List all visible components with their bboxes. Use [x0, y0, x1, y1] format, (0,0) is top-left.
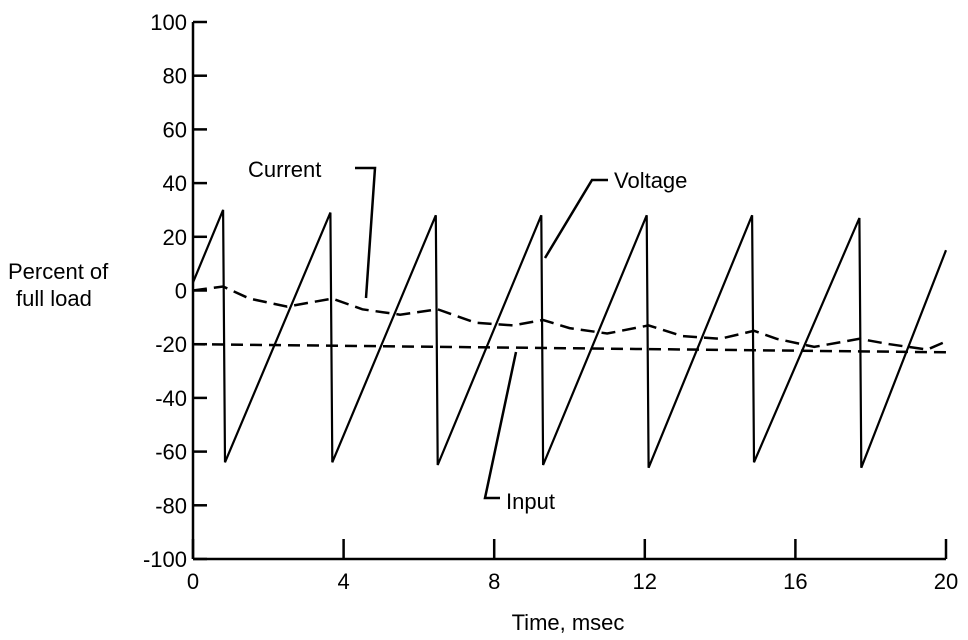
y-tick-label: 80	[163, 64, 187, 89]
y-tick-label: -40	[155, 386, 187, 411]
annotation-current-leader	[355, 166, 377, 299]
annotation-current: Current	[248, 157, 321, 182]
input-line	[192, 342, 947, 354]
axis-titles: Percent of full load Time, msec	[8, 259, 624, 635]
axes	[191, 22, 946, 561]
x-axis-label: Time, msec	[512, 610, 625, 635]
y-tick-label: 40	[163, 171, 187, 196]
y-tick-label: -80	[155, 493, 187, 518]
y-tick-label: 20	[163, 225, 187, 250]
x-tick-label: 16	[783, 569, 807, 594]
y-tick-label: 100	[150, 10, 187, 35]
annotation-input: Input	[506, 489, 555, 514]
y-tick-label: -20	[155, 332, 187, 357]
y-tick-label: 60	[163, 117, 187, 142]
annotation-input-leader	[483, 351, 518, 500]
x-tick-label: 12	[633, 569, 657, 594]
y-axis-label-line-1: Percent of	[8, 259, 109, 284]
y-tick-label: -60	[155, 440, 187, 465]
x-tick-label: 8	[488, 569, 500, 594]
voltage-line	[191, 209, 948, 469]
annotations: Current Voltage Input	[248, 157, 687, 514]
current-line	[192, 285, 947, 351]
annotation-voltage: Voltage	[614, 168, 687, 193]
x-tick-label: 4	[337, 569, 349, 594]
y-tick-label: 0	[175, 279, 187, 304]
x-tick-label: 20	[934, 569, 958, 594]
y-tick-label: -100	[143, 547, 187, 572]
series-lines	[191, 209, 948, 469]
annotation-voltage-leader	[543, 178, 608, 259]
x-tick-label: 0	[187, 569, 199, 594]
y-axis-label-line-2: full load	[16, 286, 92, 311]
